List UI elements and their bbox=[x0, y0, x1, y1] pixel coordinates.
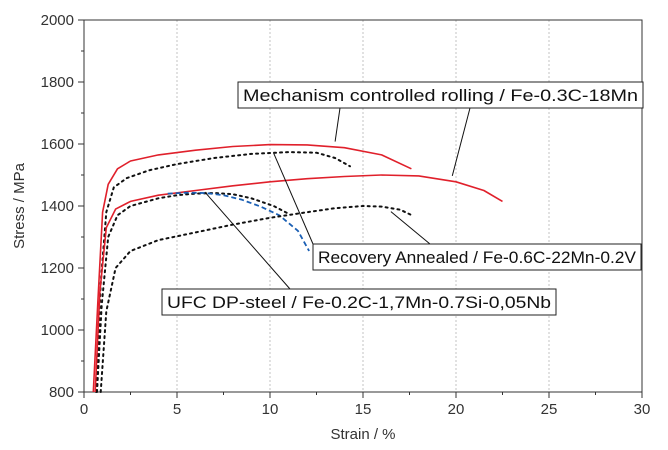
series-line-4 bbox=[96, 192, 290, 393]
x-axis-title: Strain / % bbox=[330, 426, 395, 443]
axis-ticks: 0 5 10 15 20 25 30 800 1000 1200 1400 1600 1800 2000 bbox=[41, 12, 651, 418]
y-tick-label: 1800 bbox=[41, 74, 74, 91]
annotation-label: UFC DP-steel / Fe-0.2C-1,7Mn-0.7Si-0,05N… bbox=[167, 294, 551, 312]
y-axis-title: Stress / MPa bbox=[11, 162, 28, 249]
annotation-label: Recovery Annealed / Fe-0.6C-22Mn-0.2V bbox=[318, 249, 636, 267]
y-tick-label: 1200 bbox=[41, 260, 74, 277]
y-tick-label: 1600 bbox=[41, 136, 74, 153]
series-line-2 bbox=[95, 151, 351, 393]
x-tick-label: 20 bbox=[448, 401, 465, 418]
annotation-pointer bbox=[273, 153, 314, 245]
x-tick-label: 15 bbox=[355, 401, 372, 418]
y-tick-label: 1400 bbox=[41, 198, 74, 215]
annotation-pointer bbox=[204, 191, 291, 290]
x-tick-label: 10 bbox=[262, 401, 279, 418]
annotation-pointer bbox=[390, 211, 431, 245]
series-line-3 bbox=[94, 174, 503, 393]
annotation-pointer bbox=[451, 107, 471, 177]
y-tick-label: 800 bbox=[49, 384, 74, 401]
x-tick-label: 25 bbox=[541, 401, 558, 418]
annotations: Mechanism controlled rolling / Fe-0.3C-1… bbox=[161, 81, 644, 316]
annotation-box bbox=[237, 81, 644, 109]
annotation-box bbox=[161, 288, 557, 316]
y-tick-label: 2000 bbox=[41, 12, 74, 29]
annotation-pointer bbox=[334, 107, 341, 142]
series-line-6 bbox=[99, 205, 415, 393]
annotation-box bbox=[312, 243, 642, 271]
y-tick-label: 1000 bbox=[41, 322, 74, 339]
data-series bbox=[92, 143, 503, 393]
annotation-label: Mechanism controlled rolling / Fe-0.3C-1… bbox=[243, 87, 638, 105]
x-tick-label: 0 bbox=[80, 401, 88, 418]
x-tick-label: 5 bbox=[173, 401, 181, 418]
annotation-pointers bbox=[204, 107, 471, 290]
x-tick-label: 30 bbox=[634, 401, 651, 418]
series-line-1 bbox=[92, 143, 412, 393]
series-line-5 bbox=[167, 191, 310, 252]
